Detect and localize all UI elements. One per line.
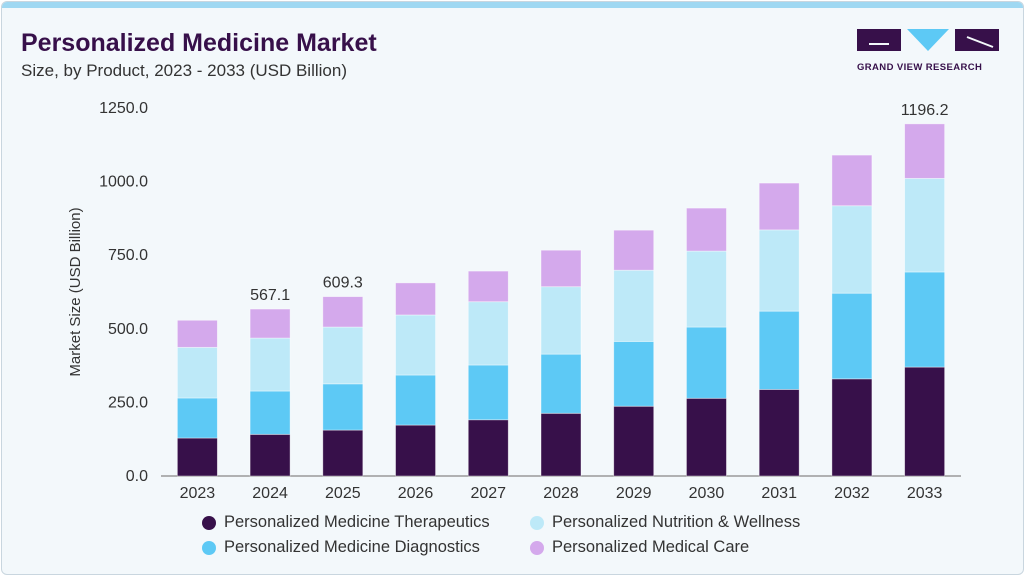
legend-label: Personalized Medicine Diagnostics: [224, 538, 480, 556]
legend-dot-icon: [530, 515, 544, 530]
bar-segment: [831, 154, 873, 207]
data-label: 1196.2: [901, 102, 949, 119]
bar-segment: [540, 286, 582, 355]
bar-segment: [758, 229, 800, 312]
legend-item: Personalized Nutrition & Wellness: [530, 513, 830, 532]
x-tick-label: 2032: [834, 485, 870, 502]
y-tick-label: 750.0: [108, 247, 148, 264]
x-tick-label: 2029: [616, 485, 652, 502]
bar-segment: [467, 301, 509, 366]
bar-segment: [176, 346, 218, 399]
bar-segment: [467, 270, 509, 303]
bar-segment: [758, 389, 800, 477]
bar-segment: [395, 282, 436, 316]
legend-dot-icon: [202, 540, 216, 555]
bar-segment: [249, 433, 291, 477]
bar-segment: [613, 229, 655, 271]
bar-segment: [540, 249, 582, 288]
top-stripe: [2, 2, 1023, 8]
y-tick-label: 1250.0: [99, 100, 148, 117]
bar-segment: [322, 429, 364, 477]
bar-segment: [176, 319, 218, 348]
bar-segment: [904, 271, 946, 368]
bar-segment: [249, 337, 291, 392]
bar-segment: [831, 378, 873, 477]
logo-text: GRAND VIEW RESEARCH: [857, 62, 983, 73]
logo-mark-icon: [857, 29, 999, 51]
legend: Personalized Medicine Therapeutics Person…: [202, 513, 830, 557]
bar-segment: [904, 123, 946, 179]
grand-view-research-logo: GRAND VIEW RESEARCH: [857, 29, 999, 73]
bar-segment: [176, 437, 218, 477]
legend-label: Personalized Medical Care: [552, 538, 750, 556]
bar-segment: [686, 250, 727, 328]
x-tick-label: 2033: [907, 485, 943, 502]
bar-segment: [322, 296, 364, 328]
bar-segment: [758, 182, 800, 231]
bar-segment: [395, 374, 436, 426]
bar-segment: [467, 419, 509, 477]
bar-segment: [831, 205, 873, 294]
bar-segment: [686, 207, 727, 252]
bar-segment: [613, 269, 655, 342]
bar-segment: [249, 390, 291, 435]
legend-item: Personalized Medicine Therapeutics: [202, 513, 530, 532]
legend-item: Personalized Medicine Diagnostics: [202, 538, 530, 557]
x-tick-label: 2031: [761, 485, 797, 502]
data-label: 609.3: [323, 275, 363, 292]
y-tick-label: 1000.0: [99, 174, 148, 191]
bar-segment: [322, 326, 364, 385]
bar-segment: [322, 383, 364, 431]
y-tick-label: 250.0: [108, 394, 148, 411]
x-tick-label: 2028: [543, 485, 579, 502]
y-tick-label: 0.0: [126, 468, 148, 485]
bar-segment: [758, 310, 800, 390]
bar-segment: [686, 326, 727, 399]
x-tick-label: 2027: [470, 485, 506, 502]
legend-label: Personalized Nutrition & Wellness: [552, 513, 801, 531]
x-tick-label: 2026: [398, 485, 434, 502]
legend-item: Personalized Medical Care: [530, 538, 830, 557]
bar-segment: [395, 424, 436, 477]
chart-title: Personalized Medicine Market: [21, 29, 377, 57]
bar-segment: [540, 353, 582, 414]
data-label: 567.1: [250, 287, 290, 304]
bar-segment: [540, 412, 582, 477]
legend-dot-icon: [202, 515, 216, 530]
bar-segment: [613, 405, 655, 477]
bar-segment: [686, 397, 727, 477]
bar-segment: [395, 314, 436, 376]
y-tick-label: 500.0: [108, 321, 148, 338]
bar-segment: [613, 341, 655, 407]
legend-dot-icon: [530, 540, 544, 555]
bar-segment: [904, 177, 946, 273]
bar-segment: [831, 292, 873, 380]
bar-segment: [249, 308, 291, 339]
x-tick-label: 2025: [325, 485, 361, 502]
x-tick-label: 2023: [180, 485, 216, 502]
bar-segment: [467, 364, 509, 421]
x-tick-label: 2030: [689, 485, 725, 502]
chart-subtitle: Size, by Product, 2023 - 2033 (USD Billi…: [21, 61, 347, 80]
bar-segment: [176, 397, 218, 439]
x-tick-label: 2024: [252, 485, 288, 502]
bar-segment: [904, 366, 946, 477]
legend-label: Personalized Medicine Therapeutics: [224, 513, 490, 531]
y-axis-label: Market Size (USD Billion): [67, 207, 84, 376]
